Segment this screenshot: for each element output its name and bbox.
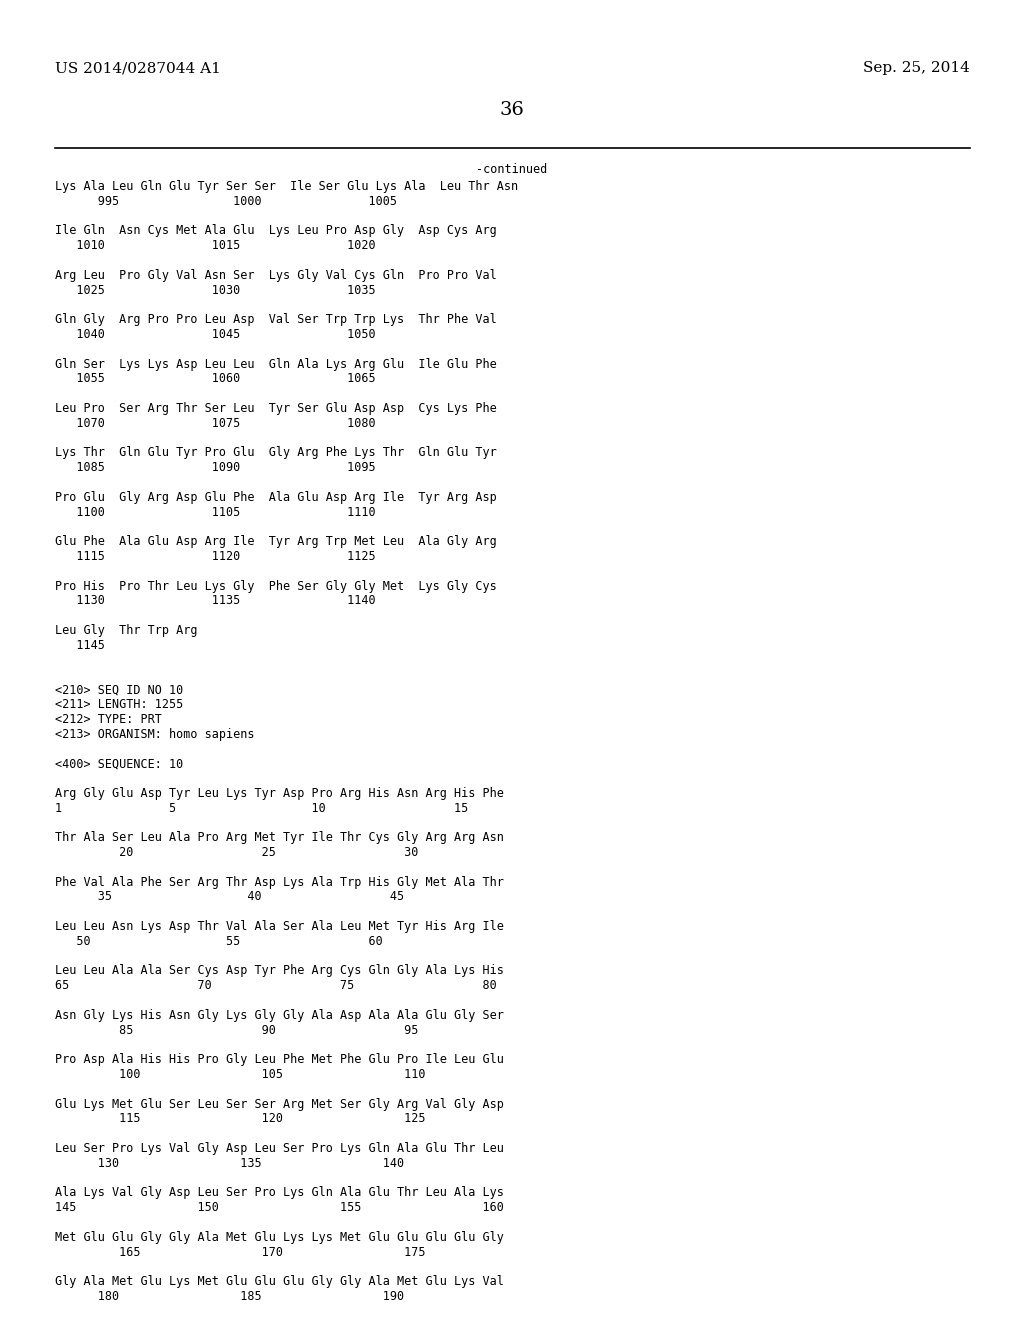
Text: 995                1000               1005: 995 1000 1005 xyxy=(55,195,397,207)
Text: Asn Gly Lys His Asn Gly Lys Gly Gly Ala Asp Ala Ala Glu Gly Ser: Asn Gly Lys His Asn Gly Lys Gly Gly Ala … xyxy=(55,1008,504,1022)
Text: 65                  70                  75                  80: 65 70 75 80 xyxy=(55,979,497,993)
Text: Pro His  Pro Thr Leu Lys Gly  Phe Ser Gly Gly Met  Lys Gly Cys: Pro His Pro Thr Leu Lys Gly Phe Ser Gly … xyxy=(55,579,497,593)
Text: Pro Glu  Gly Arg Asp Glu Phe  Ala Glu Asp Arg Ile  Tyr Arg Asp: Pro Glu Gly Arg Asp Glu Phe Ala Glu Asp … xyxy=(55,491,497,504)
Text: Glu Lys Met Glu Ser Leu Ser Ser Arg Met Ser Gly Arg Val Gly Asp: Glu Lys Met Glu Ser Leu Ser Ser Arg Met … xyxy=(55,1098,504,1110)
Text: Phe Val Ala Phe Ser Arg Thr Asp Lys Ala Trp His Gly Met Ala Thr: Phe Val Ala Phe Ser Arg Thr Asp Lys Ala … xyxy=(55,875,504,888)
Text: Lys Thr  Gln Glu Tyr Pro Glu  Gly Arg Phe Lys Thr  Gln Glu Tyr: Lys Thr Gln Glu Tyr Pro Glu Gly Arg Phe … xyxy=(55,446,497,459)
Text: Arg Leu  Pro Gly Val Asn Ser  Lys Gly Val Cys Gln  Pro Pro Val: Arg Leu Pro Gly Val Asn Ser Lys Gly Val … xyxy=(55,269,497,281)
Text: Leu Gly  Thr Trp Arg: Leu Gly Thr Trp Arg xyxy=(55,624,198,638)
Text: Gln Gly  Arg Pro Pro Leu Asp  Val Ser Trp Trp Lys  Thr Phe Val: Gln Gly Arg Pro Pro Leu Asp Val Ser Trp … xyxy=(55,313,497,326)
Text: 165                 170                 175: 165 170 175 xyxy=(55,1246,426,1258)
Text: 1085               1090               1095: 1085 1090 1095 xyxy=(55,461,376,474)
Text: <213> ORGANISM: homo sapiens: <213> ORGANISM: homo sapiens xyxy=(55,727,255,741)
Text: 1025               1030               1035: 1025 1030 1035 xyxy=(55,284,376,297)
Text: <400> SEQUENCE: 10: <400> SEQUENCE: 10 xyxy=(55,758,183,770)
Text: Leu Leu Asn Lys Asp Thr Val Ala Ser Ala Leu Met Tyr His Arg Ile: Leu Leu Asn Lys Asp Thr Val Ala Ser Ala … xyxy=(55,920,504,933)
Text: Gln Ser  Lys Lys Asp Leu Leu  Gln Ala Lys Arg Glu  Ile Glu Phe: Gln Ser Lys Lys Asp Leu Leu Gln Ala Lys … xyxy=(55,358,497,371)
Text: 1145: 1145 xyxy=(55,639,104,652)
Text: Met Glu Glu Gly Gly Ala Met Glu Lys Lys Met Glu Glu Glu Glu Gly: Met Glu Glu Gly Gly Ala Met Glu Lys Lys … xyxy=(55,1230,504,1243)
Text: 130                 135                 140: 130 135 140 xyxy=(55,1156,404,1170)
Text: Leu Pro  Ser Arg Thr Ser Leu  Tyr Ser Glu Asp Asp  Cys Lys Phe: Leu Pro Ser Arg Thr Ser Leu Tyr Ser Glu … xyxy=(55,403,497,414)
Text: Ala Lys Val Gly Asp Leu Ser Pro Lys Gln Ala Glu Thr Leu Ala Lys: Ala Lys Val Gly Asp Leu Ser Pro Lys Gln … xyxy=(55,1187,504,1200)
Text: 145                 150                 155                 160: 145 150 155 160 xyxy=(55,1201,504,1214)
Text: Leu Leu Ala Ala Ser Cys Asp Tyr Phe Arg Cys Gln Gly Ala Lys His: Leu Leu Ala Ala Ser Cys Asp Tyr Phe Arg … xyxy=(55,965,504,977)
Text: 1115               1120               1125: 1115 1120 1125 xyxy=(55,550,376,564)
Text: Glu Phe  Ala Glu Asp Arg Ile  Tyr Arg Trp Met Leu  Ala Gly Arg: Glu Phe Ala Glu Asp Arg Ile Tyr Arg Trp … xyxy=(55,535,497,548)
Text: <212> TYPE: PRT: <212> TYPE: PRT xyxy=(55,713,162,726)
Text: Thr Ala Ser Leu Ala Pro Arg Met Tyr Ile Thr Cys Gly Arg Arg Asn: Thr Ala Ser Leu Ala Pro Arg Met Tyr Ile … xyxy=(55,832,504,845)
Text: Lys Ala Leu Gln Glu Tyr Ser Ser  Ile Ser Glu Lys Ala  Leu Thr Asn: Lys Ala Leu Gln Glu Tyr Ser Ser Ile Ser … xyxy=(55,180,518,193)
Text: US 2014/0287044 A1: US 2014/0287044 A1 xyxy=(55,61,221,75)
Text: 1070               1075               1080: 1070 1075 1080 xyxy=(55,417,376,430)
Text: Sep. 25, 2014: Sep. 25, 2014 xyxy=(863,61,970,75)
Text: -continued: -continued xyxy=(476,162,548,176)
Text: 1100               1105               1110: 1100 1105 1110 xyxy=(55,506,376,519)
Text: Ile Gln  Asn Cys Met Ala Glu  Lys Leu Pro Asp Gly  Asp Cys Arg: Ile Gln Asn Cys Met Ala Glu Lys Leu Pro … xyxy=(55,224,497,238)
Text: 180                 185                 190: 180 185 190 xyxy=(55,1290,404,1303)
Text: Gly Ala Met Glu Lys Met Glu Glu Glu Gly Gly Ala Met Glu Lys Val: Gly Ala Met Glu Lys Met Glu Glu Glu Gly … xyxy=(55,1275,504,1288)
Text: 1055               1060               1065: 1055 1060 1065 xyxy=(55,372,376,385)
Text: 1               5                   10                  15: 1 5 10 15 xyxy=(55,801,468,814)
Text: 1130               1135               1140: 1130 1135 1140 xyxy=(55,594,376,607)
Text: 20                  25                  30: 20 25 30 xyxy=(55,846,419,859)
Text: 35                   40                  45: 35 40 45 xyxy=(55,891,404,903)
Text: <211> LENGTH: 1255: <211> LENGTH: 1255 xyxy=(55,698,183,711)
Text: 36: 36 xyxy=(500,102,524,119)
Text: Leu Ser Pro Lys Val Gly Asp Leu Ser Pro Lys Gln Ala Glu Thr Leu: Leu Ser Pro Lys Val Gly Asp Leu Ser Pro … xyxy=(55,1142,504,1155)
Text: Arg Gly Glu Asp Tyr Leu Lys Tyr Asp Pro Arg His Asn Arg His Phe: Arg Gly Glu Asp Tyr Leu Lys Tyr Asp Pro … xyxy=(55,787,504,800)
Text: 115                 120                 125: 115 120 125 xyxy=(55,1113,426,1126)
Text: 1010               1015               1020: 1010 1015 1020 xyxy=(55,239,376,252)
Text: 1040               1045               1050: 1040 1045 1050 xyxy=(55,327,376,341)
Text: Pro Asp Ala His His Pro Gly Leu Phe Met Phe Glu Pro Ile Leu Glu: Pro Asp Ala His His Pro Gly Leu Phe Met … xyxy=(55,1053,504,1067)
Text: 100                 105                 110: 100 105 110 xyxy=(55,1068,426,1081)
Text: 85                  90                  95: 85 90 95 xyxy=(55,1023,419,1036)
Text: 50                   55                  60: 50 55 60 xyxy=(55,935,383,948)
Text: <210> SEQ ID NO 10: <210> SEQ ID NO 10 xyxy=(55,684,183,696)
